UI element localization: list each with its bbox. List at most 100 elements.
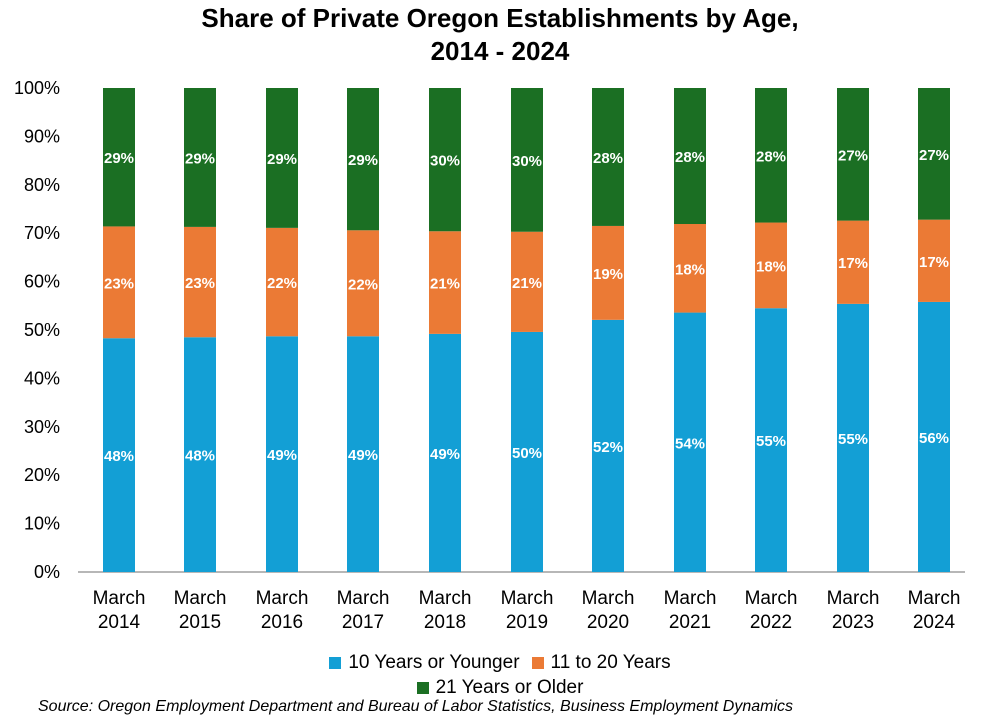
y-tick-label: 60% [24,272,60,292]
y-tick-label: 0% [34,562,60,582]
data-label: 29% [104,150,134,167]
data-label: 54% [675,435,705,452]
x-tick-label-month: March [908,588,961,609]
x-tick-label-month: March [745,588,798,609]
bar-segment [429,231,461,334]
x-tick-label-year: 2023 [832,612,874,633]
data-label: 28% [675,149,705,166]
x-tick-label-month: March [174,588,227,609]
bar-segment [674,224,706,313]
legend-swatch-green [416,681,429,694]
data-label: 19% [593,266,623,283]
x-tick-label-year: 2015 [179,612,221,633]
data-label: 28% [756,148,786,165]
bar-segment [511,88,543,232]
data-label: 30% [430,153,460,170]
y-tick-label: 40% [24,368,60,388]
bar-segment [266,227,298,337]
x-tick-label-year: 2014 [98,612,141,633]
bar-segment [837,220,869,304]
bar-segment [429,333,461,572]
data-label: 30% [512,153,542,170]
y-tick-label: 90% [24,126,60,146]
x-tick-label-month: March [256,588,309,609]
bar-segment [103,226,135,339]
data-label: 29% [185,150,215,167]
x-tick-label-year: 2017 [342,612,384,633]
bar-segment [918,88,950,220]
legend-item-10-years-or-younger: 10 Years or Younger [329,652,520,674]
bar-segment [592,88,624,226]
data-label: 52% [593,439,623,456]
data-label: 23% [185,275,215,292]
data-label: 27% [838,147,868,164]
data-label: 17% [838,255,868,272]
bar-segment [837,88,869,221]
x-tick-label-month: March [582,588,635,609]
bar-segment [347,88,379,231]
chart-title-line-1: Share of Private Oregon Establishments b… [201,3,799,33]
data-label: 28% [593,150,623,167]
data-label: 48% [104,448,134,465]
data-label: 56% [919,430,949,447]
bar-segment [511,231,543,332]
x-tick-label-year: 2018 [424,612,466,633]
bar-segment [184,88,216,227]
x-tick-label-year: 2016 [261,612,303,633]
bar-segment [837,303,869,572]
source-note: Source: Oregon Employment Department and… [38,698,794,715]
bar-segment [347,336,379,572]
legend: 10 Years or Younger 11 to 20 Years 21 Ye… [0,650,1000,700]
data-label: 22% [267,275,297,292]
x-tick-label-month: March [827,588,880,609]
x-tick-label-month: March [664,588,717,609]
legend-row-2: 21 Years or Older [0,675,1000,700]
x-tick-label-year: 2019 [506,612,548,633]
bar-segment [184,226,216,338]
x-tick-label-month: March [337,588,390,609]
legend-item-11-to-20-years: 11 to 20 Years [531,651,671,674]
bar-segment [674,312,706,572]
bar-segment [266,336,298,572]
data-label: 49% [348,447,378,464]
bar-segment [347,230,379,337]
bar-segment [755,88,787,223]
x-tick-label-month: March [419,588,472,609]
data-label: 49% [267,447,297,464]
data-label: 18% [756,258,786,275]
bar-segment [918,301,950,572]
data-label: 48% [185,448,215,465]
data-label: 27% [919,147,949,164]
data-label: 29% [348,152,378,169]
bar-segment [755,308,787,572]
data-label: 21% [430,276,460,293]
data-label: 55% [838,431,868,448]
y-tick-label: 30% [24,417,60,437]
bar-segment [674,88,706,225]
x-tick-label-year: 2021 [669,612,711,633]
data-label: 29% [267,151,297,168]
legend-item-21-years-or-older: 21 Years or Older [416,676,584,699]
data-label: 18% [675,261,705,278]
data-label: 23% [104,275,134,292]
bar-segment [592,319,624,572]
chart-title-line-2: 2014 - 2024 [430,36,570,66]
bar-segment [755,222,787,309]
legend-swatch-blue [329,656,342,669]
legend-label: 21 Years or Older [435,676,584,698]
legend-label: 11 to 20 Years [550,651,671,673]
bar-segment [184,337,216,572]
bar-segment [266,88,298,228]
x-tick-label-year: 2022 [750,612,792,633]
bar-segment [429,88,461,232]
data-label: 55% [756,433,786,450]
y-tick-label: 20% [24,465,60,485]
bar-segment [592,225,624,320]
data-label: 17% [919,254,949,271]
x-tick-label-year: 2024 [913,612,956,633]
bar-segment [103,88,135,227]
bar-segment [511,331,543,572]
y-tick-label: 50% [24,320,60,340]
data-label: 22% [348,276,378,293]
